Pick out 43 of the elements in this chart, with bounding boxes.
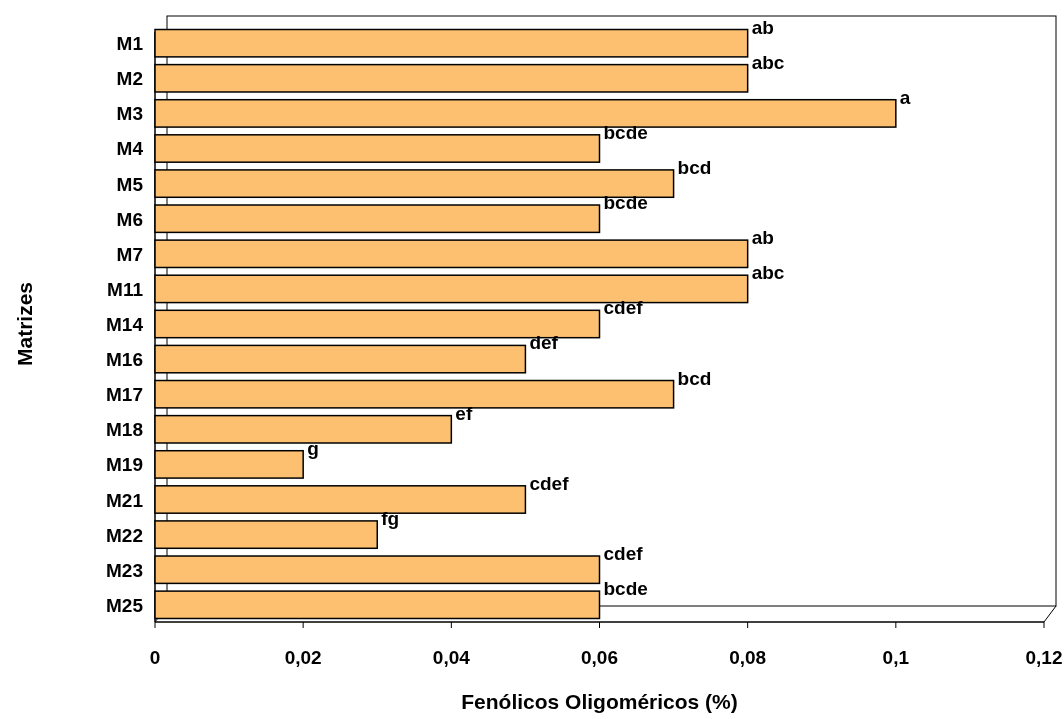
data-label: bcde	[603, 578, 648, 600]
y-tick-label: M25	[106, 594, 144, 616]
x-tick-label: 0,12	[1025, 647, 1063, 668]
y-tick-label: M2	[116, 68, 143, 90]
data-label: fg	[381, 507, 400, 529]
y-tick-label: M18	[106, 419, 143, 441]
x-tick-label: 0,1	[882, 647, 910, 668]
y-tick-label: M16	[106, 349, 143, 371]
y-tick-label: M22	[106, 524, 143, 546]
y-tick-label: M23	[106, 559, 143, 581]
data-label: bcd	[677, 156, 712, 178]
data-label: abc	[751, 262, 785, 284]
y-tick-label: M7	[116, 243, 143, 265]
y-tick-label: M17	[106, 384, 143, 406]
data-label: abc	[751, 51, 785, 73]
data-label: cdef	[603, 297, 644, 319]
y-tick-label: M19	[106, 454, 143, 476]
x-tick-label: 0,04	[432, 647, 471, 668]
data-label: bcd	[677, 367, 712, 389]
data-label: ef	[455, 402, 473, 424]
y-tick-label: M4	[116, 138, 144, 160]
y-tick-label: M3	[116, 103, 143, 125]
data-label: g	[307, 437, 319, 459]
y-tick-label: M14	[106, 314, 144, 335]
data-label: bcde	[603, 121, 648, 143]
data-label: ab	[751, 227, 774, 249]
x-tick-label: 0,08	[729, 647, 767, 668]
data-label: cdef	[603, 543, 644, 565]
x-axis-title: Fenólicos Oligoméricos (%)	[461, 690, 738, 713]
y-tick-label: M11	[107, 278, 144, 300]
data-label: cdef	[529, 472, 570, 494]
data-label: a	[899, 86, 911, 108]
data-label: bcde	[603, 192, 648, 214]
data-label: def	[529, 332, 559, 354]
x-tick-label: 0,02	[284, 647, 322, 668]
y-tick-label: M5	[116, 173, 144, 195]
y-tick-label: M21	[106, 489, 144, 511]
x-tick-label: 0	[149, 647, 161, 668]
y-tick-label: M6	[116, 208, 143, 230]
data-label: ab	[751, 16, 774, 38]
y-tick-label: M1	[116, 33, 144, 55]
x-tick-label: 0,06	[581, 647, 618, 668]
y-axis-title: Matrizes	[13, 281, 36, 367]
